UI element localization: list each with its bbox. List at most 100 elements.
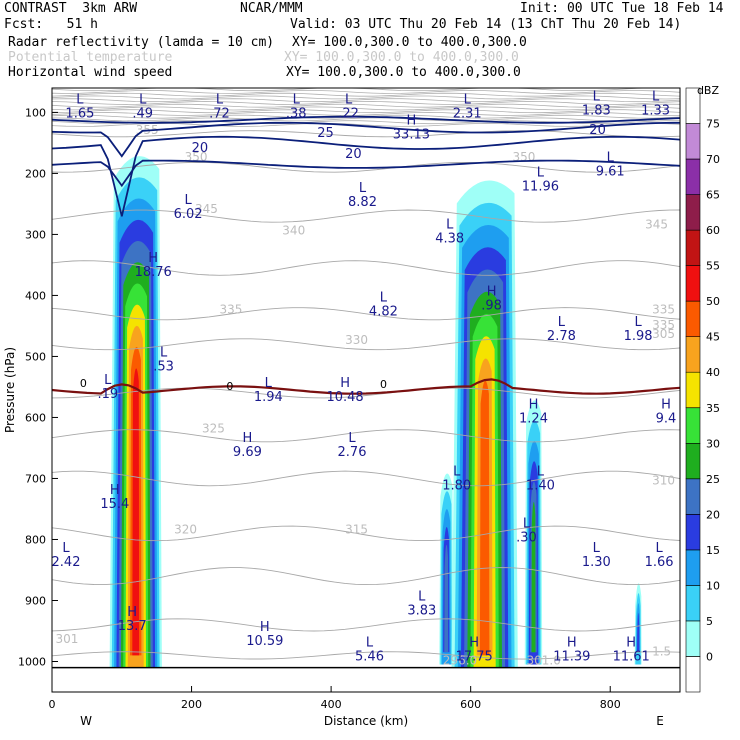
extremum-low-marker: L [265, 376, 273, 391]
wind-contour-label: 20 [345, 147, 362, 162]
theta-contour-line [52, 525, 680, 542]
extremum-value: .53 [153, 360, 174, 375]
extremum-value: 1.24 [519, 411, 548, 426]
field-wind-name: Horizontal wind speed [8, 65, 173, 80]
field-wind-xy: XY= 100.0,300.0 to 400.0,300.0 [286, 65, 521, 80]
field-theta-name: Potential temperature [8, 50, 173, 65]
extremum-value: 1.40 [526, 479, 555, 494]
extremum-value: 10.48 [326, 390, 363, 405]
extremum-high-marker: H [567, 635, 577, 650]
extremum-low-marker: L [184, 193, 192, 208]
theta-contour-line [52, 470, 680, 487]
extremum-low-marker: L [345, 92, 353, 107]
extremum-low-marker: L [104, 373, 112, 388]
extremum-value: 1.98 [624, 329, 653, 344]
colorbar-tick-label: 75 [706, 118, 720, 131]
reflectivity-band [531, 502, 536, 653]
extremum-low-marker: L [523, 516, 531, 531]
colorbar-swatch [685, 478, 701, 515]
theta-contour-label: 310 [652, 474, 675, 488]
wind-contour-label: 20 [589, 123, 606, 138]
theta-contour-line [52, 387, 680, 399]
wind-speed-contour-line [52, 115, 680, 124]
theta-contour-line [52, 130, 680, 138]
init-time: Init: 00 UTC Tue 18 Feb 14 [520, 1, 724, 16]
y-axis-label: Pressure (hPa) [3, 347, 17, 433]
theta-contour-label: 296.0 [443, 654, 477, 668]
extremum-value: 2.31 [453, 106, 482, 121]
org-title: NCAR/MMM [240, 1, 303, 16]
theta-contour-label: 335 [652, 318, 675, 332]
y-tick-label: 500 [25, 350, 46, 363]
extremum-high-marker: H [661, 397, 671, 412]
colorbar-tick-label: 20 [706, 508, 720, 521]
extremum-value: 6.02 [174, 207, 203, 222]
y-tick-label: 200 [25, 167, 46, 180]
field-reflectivity-name: Radar reflectivity (lamda = 10 cm) [8, 35, 275, 50]
y-tick-label: 100 [25, 106, 46, 119]
colorbar-swatch [685, 300, 701, 338]
extremum-value: 1.83 [582, 103, 611, 118]
valid-time: Valid: 03 UTC Thu 20 Feb 14 (13 ChT Thu … [290, 17, 682, 32]
extremum-high-marker: H [243, 431, 253, 446]
extremum-value: 1.66 [645, 555, 674, 570]
extremum-high-marker: H [127, 605, 137, 620]
x-tick-label: 400 [321, 698, 342, 711]
colorbar-tick-label: 50 [706, 295, 720, 308]
extremum-low-marker: L [593, 89, 601, 104]
theta-contour-line [52, 89, 680, 94]
theta-contour-line [52, 98, 680, 103]
colorbar-swatch [685, 229, 701, 266]
colorbar-tick-label: 30 [706, 437, 720, 450]
y-tick-label: 800 [25, 533, 46, 546]
theta-contour-line [52, 161, 680, 173]
extremum-high-marker: H [529, 397, 539, 412]
extremum-value: 2.76 [338, 445, 367, 460]
extremum-low-marker: L [464, 92, 472, 107]
colorbar-swatch [685, 123, 701, 160]
extremum-low-marker: L [139, 92, 147, 107]
freezing-level-label: 0 [380, 378, 387, 391]
colorbar-swatch [685, 656, 701, 693]
x-tick-label: 200 [181, 698, 202, 711]
wind-speed-contour-line [52, 135, 680, 217]
colorbar-swatch [685, 87, 701, 124]
extremum-low-marker: L [558, 315, 566, 330]
extremum-value: 2.78 [547, 329, 576, 344]
colorbar-swatch [685, 585, 701, 622]
wind-speed-contour-line [52, 159, 680, 188]
extremum-low-marker: L [76, 92, 84, 107]
extremum-value: 11.39 [553, 649, 590, 664]
colorbar-swatch [685, 442, 701, 480]
extremum-value: .22 [338, 106, 359, 121]
colorbar-tick-label: 10 [706, 579, 720, 592]
theta-contour-label: 320 [174, 522, 197, 536]
extremum-value: 17.75 [456, 649, 493, 664]
theta-contour-line [52, 651, 680, 660]
theta-contour-line [52, 338, 680, 351]
x-end-label-west: W [80, 714, 92, 728]
theta-contour-line [52, 567, 680, 586]
colorbar-tick-label: 60 [706, 224, 720, 237]
extremum-value: 9.61 [596, 164, 625, 179]
extremum-value: 10.59 [246, 634, 283, 649]
theta-contour-label: 345 [645, 217, 668, 231]
theta-contour-label: 325 [202, 422, 225, 436]
colorbar-tick-label: 55 [706, 260, 720, 273]
theta-contour-label: 330 [345, 333, 368, 347]
colorbar-swatch [685, 514, 701, 551]
extremum-low-marker: L [160, 346, 168, 361]
extremum-high-marker: H [487, 285, 497, 300]
freezing-level-label: 0 [226, 380, 233, 393]
theta-contour-line [52, 117, 680, 122]
theta-contour-line [52, 95, 680, 100]
colorbar-swatch [685, 549, 701, 586]
extremum-low-marker: L [453, 465, 461, 480]
colorbar-tick-label: 45 [706, 331, 720, 344]
extremum-low-marker: L [359, 181, 367, 196]
theta-contour-label: 301.0 [527, 654, 561, 668]
theta-contour-line [52, 103, 680, 108]
reflectivity-band [132, 368, 140, 656]
theta-contour-label: 301 [56, 632, 79, 646]
extremum-low-marker: L [607, 150, 615, 165]
